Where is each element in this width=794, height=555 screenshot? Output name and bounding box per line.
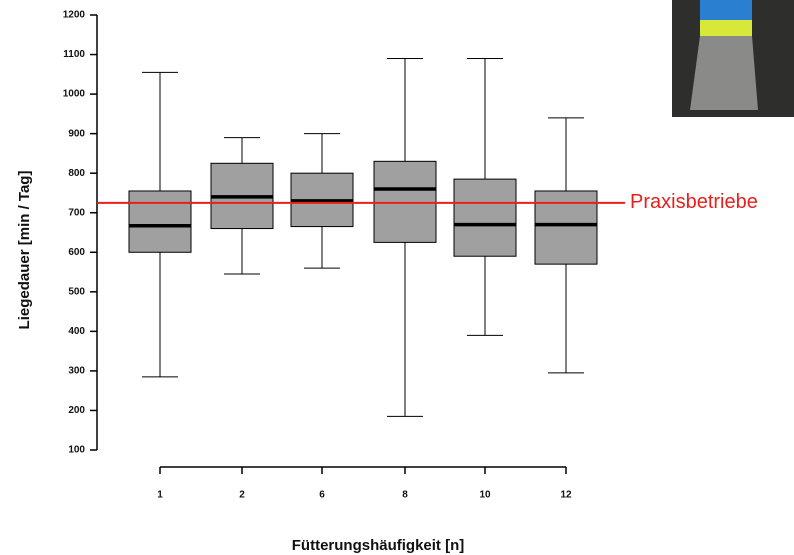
- x-tick-label: 8: [402, 490, 408, 501]
- x-tick-label: 6: [319, 490, 325, 501]
- y-tick-label: 800: [68, 168, 85, 179]
- y-tick-label: 700: [68, 207, 85, 218]
- reference-label: Praxisbetriebe: [630, 191, 758, 213]
- box: [128, 190, 192, 253]
- y-tick-label: 300: [68, 366, 85, 377]
- x-tick-label: 12: [560, 490, 572, 501]
- x-tick-label: 10: [479, 490, 491, 501]
- y-tick-label: 200: [68, 405, 85, 416]
- x-tick-label: 1: [157, 490, 163, 501]
- y-tick-label: 500: [68, 286, 85, 297]
- x-axis-label: Fütterungshäufigkeit [n]: [292, 537, 465, 554]
- y-tick-label: 1000: [63, 89, 86, 100]
- photo: [672, 0, 794, 117]
- x-tick-label: 2: [239, 490, 245, 501]
- y-tick-label: 900: [68, 128, 85, 139]
- y-tick-label: 400: [68, 326, 85, 337]
- y-axis-label: Liegedauer [min / Tag]: [16, 171, 33, 330]
- y-tick-label: 100: [68, 445, 85, 456]
- y-tick-label: 1200: [63, 10, 86, 21]
- y-tick-label: 1100: [63, 49, 85, 60]
- box: [453, 178, 517, 257]
- y-tick-label: 600: [68, 247, 85, 258]
